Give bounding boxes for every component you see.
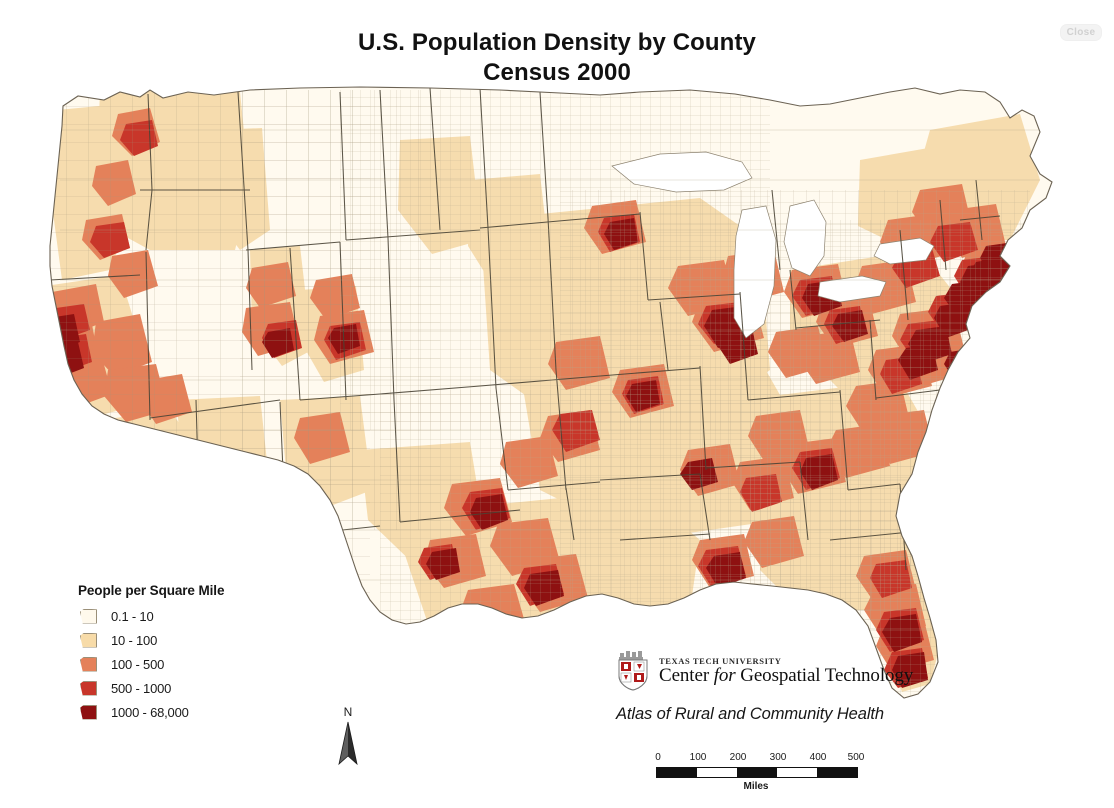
scale-tick-labels: 0 100 200 300 400 500	[655, 752, 865, 765]
scale-tick: 500	[847, 752, 865, 763]
legend-item: 10 - 100	[78, 628, 308, 652]
map-svg	[49, 86, 1053, 699]
legend-item: 500 - 1000	[78, 676, 308, 700]
legend-title: People per Square Mile	[78, 583, 225, 598]
scale-tick: 200	[729, 752, 747, 763]
scale-tick: 400	[809, 752, 827, 763]
scale-tick: 0	[655, 752, 661, 763]
page-title-line1: U.S. Population Density by County	[358, 29, 756, 56]
legend-item-label: 0.1 - 10	[111, 608, 154, 624]
legend-swatch-icon	[80, 608, 97, 624]
page-title: U.S. Population Density by County Census…	[0, 28, 1114, 88]
legend-swatch-icon	[80, 680, 97, 696]
legend-swatch-icon	[80, 632, 97, 648]
university-name: TEXAS TECH UNIVERSITY	[659, 655, 782, 666]
scale-segment	[817, 768, 857, 777]
legend-item-label: 500 - 1000	[111, 680, 172, 696]
choropleth-map[interactable]	[0, 70, 1114, 730]
legend-swatch-icon	[80, 704, 97, 720]
legend-item-label: 10 - 100	[111, 632, 158, 648]
close-button[interactable]: Close	[1060, 24, 1102, 41]
center-name-pre: Center	[659, 664, 714, 686]
legend-item-label: 100 - 500	[111, 656, 165, 672]
scale-bar: 0 100 200 300 400 500 Miles	[655, 752, 865, 792]
credit-block: TEXAS TECH UNIVERSITY Center for Geospat…	[616, 651, 1016, 724]
close-button-label: Close	[1066, 27, 1096, 38]
scale-segment	[697, 768, 737, 777]
north-arrow-icon	[338, 721, 358, 766]
north-arrow: N	[330, 706, 366, 771]
logo-row: TEXAS TECH UNIVERSITY Center for Geospat…	[616, 651, 1016, 691]
legend-swatch-icon	[80, 656, 97, 672]
country-outline	[49, 86, 1053, 699]
scale-tick: 300	[769, 752, 787, 763]
map-legend: People per Square Mile 0.1 - 10 10 - 100…	[78, 583, 308, 724]
legend-item: 1000 - 68,000	[78, 700, 308, 724]
scale-tick: 100	[689, 752, 707, 763]
center-name-for: for	[713, 664, 736, 686]
logo-text: TEXAS TECH UNIVERSITY Center for Geospat…	[659, 657, 913, 685]
legend-item: 100 - 500	[78, 652, 308, 676]
scale-segment	[737, 768, 777, 777]
scale-segment	[657, 768, 697, 777]
scale-segment	[777, 768, 817, 777]
scale-segments	[656, 767, 858, 778]
atlas-subtitle: Atlas of Rural and Community Health	[616, 705, 884, 723]
great-lakes	[611, 151, 935, 339]
legend-item-label: 1000 - 68,000	[111, 704, 189, 720]
center-name-post: Geospatial Technology	[735, 664, 914, 686]
center-name: Center for Geospatial Technology	[659, 664, 914, 686]
state-boundaries	[50, 87, 1001, 571]
north-arrow-label: N	[343, 705, 353, 719]
legend-item: 0.1 - 10	[78, 604, 308, 628]
texas-tech-shield-icon	[618, 651, 648, 691]
page-title-line2: Census 2000	[483, 59, 631, 86]
scale-unit-label: Miles	[743, 781, 769, 792]
